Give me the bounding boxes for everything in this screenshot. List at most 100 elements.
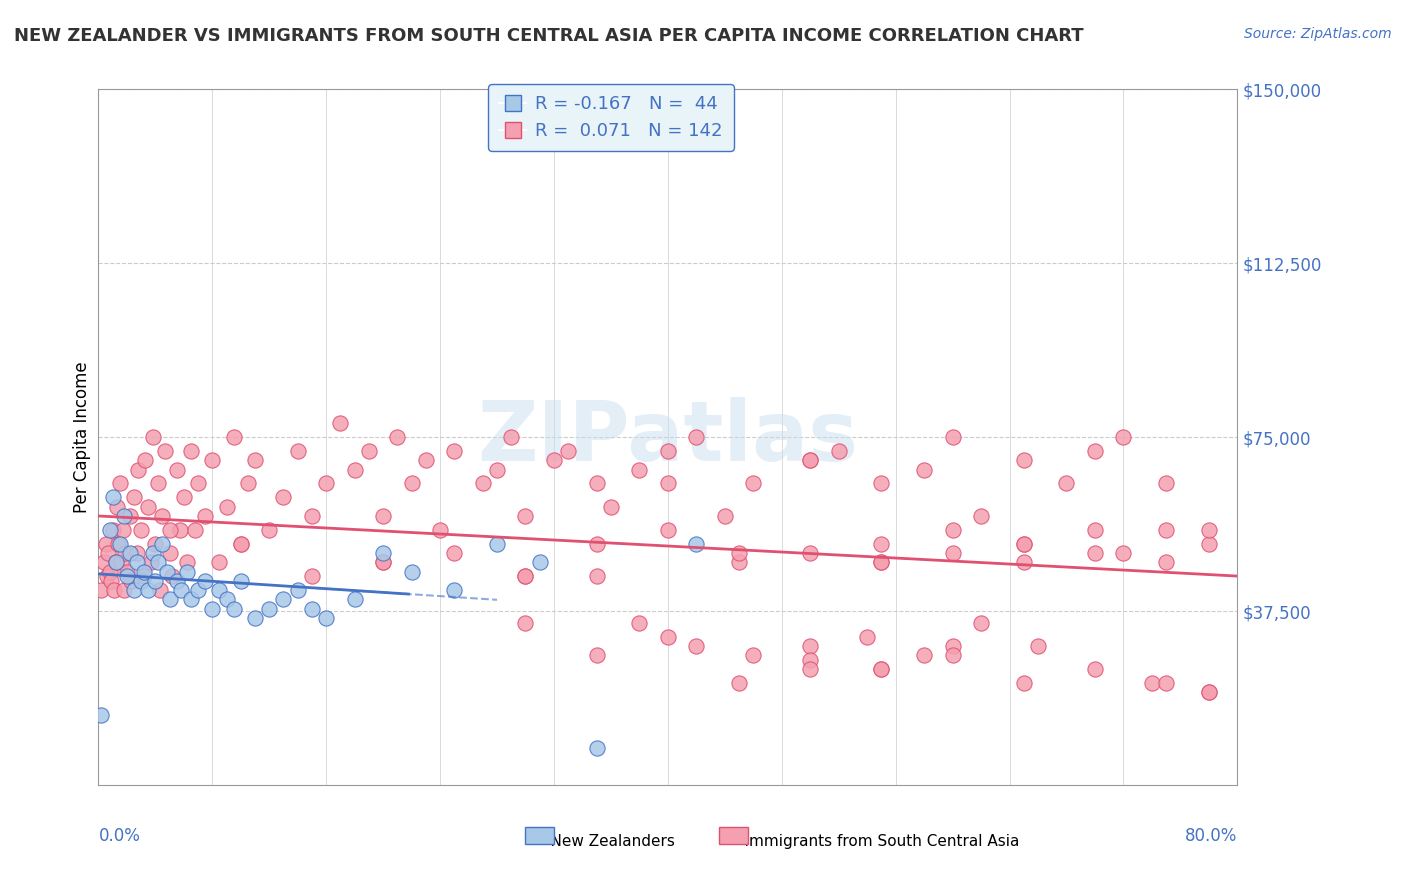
Point bbox=[799, 453, 821, 467]
Point bbox=[96, 569, 118, 583]
Point bbox=[1012, 676, 1035, 690]
Point bbox=[98, 523, 121, 537]
Point bbox=[1084, 546, 1107, 560]
Point bbox=[685, 639, 707, 653]
Point bbox=[112, 583, 135, 598]
Point bbox=[201, 453, 224, 467]
Point bbox=[229, 537, 252, 551]
Point bbox=[236, 476, 259, 491]
Point bbox=[229, 537, 252, 551]
Text: Immigrants from South Central Asia: Immigrants from South Central Asia bbox=[725, 834, 1019, 848]
Point bbox=[685, 430, 707, 444]
Point bbox=[373, 508, 395, 523]
Point bbox=[486, 537, 509, 551]
Point bbox=[301, 569, 323, 583]
Point bbox=[657, 630, 679, 644]
Point bbox=[628, 462, 651, 476]
Point bbox=[125, 555, 148, 569]
Point bbox=[1154, 476, 1177, 491]
Point bbox=[315, 611, 337, 625]
Point bbox=[169, 523, 191, 537]
Point bbox=[585, 476, 607, 491]
Point bbox=[108, 476, 131, 491]
Point bbox=[173, 491, 195, 505]
Point bbox=[129, 523, 152, 537]
Y-axis label: Per Capita Income: Per Capita Income bbox=[73, 361, 91, 513]
Point bbox=[170, 583, 193, 598]
Point bbox=[942, 546, 965, 560]
Point bbox=[799, 453, 821, 467]
Point bbox=[118, 546, 141, 560]
Point bbox=[343, 462, 366, 476]
Point bbox=[401, 565, 423, 579]
Point bbox=[273, 491, 295, 505]
Point bbox=[208, 555, 231, 569]
Point bbox=[1084, 444, 1107, 458]
Point bbox=[136, 500, 159, 514]
Point bbox=[870, 662, 893, 676]
FancyBboxPatch shape bbox=[526, 827, 554, 844]
Point bbox=[162, 569, 184, 583]
Point bbox=[728, 555, 751, 569]
Point bbox=[799, 653, 821, 667]
Point bbox=[515, 508, 537, 523]
Point bbox=[443, 444, 465, 458]
Point bbox=[132, 569, 155, 583]
Point bbox=[870, 662, 893, 676]
Point bbox=[122, 491, 145, 505]
Point bbox=[1198, 685, 1220, 699]
Point bbox=[100, 574, 122, 588]
Point bbox=[136, 583, 159, 598]
Point bbox=[471, 476, 494, 491]
Point bbox=[828, 444, 851, 458]
Point bbox=[628, 615, 651, 630]
Point bbox=[870, 555, 893, 569]
Point bbox=[501, 430, 523, 444]
Point bbox=[156, 565, 179, 579]
Point bbox=[194, 574, 217, 588]
Point bbox=[529, 555, 551, 569]
Point bbox=[127, 462, 149, 476]
Point bbox=[184, 523, 207, 537]
Point bbox=[585, 740, 607, 755]
Point bbox=[742, 648, 765, 662]
Text: Source: ZipAtlas.com: Source: ZipAtlas.com bbox=[1244, 27, 1392, 41]
Point bbox=[101, 491, 124, 505]
Point bbox=[870, 537, 893, 551]
Point bbox=[166, 462, 188, 476]
Point bbox=[129, 574, 152, 588]
Point bbox=[799, 546, 821, 560]
Point bbox=[159, 546, 181, 560]
Point bbox=[1154, 523, 1177, 537]
Point bbox=[1056, 476, 1078, 491]
Point bbox=[159, 523, 181, 537]
Point bbox=[942, 430, 965, 444]
Point bbox=[148, 476, 170, 491]
Point bbox=[208, 583, 231, 598]
Point bbox=[120, 574, 142, 588]
Point bbox=[742, 476, 765, 491]
Point bbox=[166, 574, 188, 588]
Point bbox=[912, 648, 935, 662]
Point bbox=[114, 546, 136, 560]
Point bbox=[870, 476, 893, 491]
Point bbox=[415, 453, 437, 467]
Point bbox=[97, 546, 120, 560]
Text: 0.0%: 0.0% bbox=[98, 827, 141, 845]
Point bbox=[942, 648, 965, 662]
Point bbox=[486, 462, 509, 476]
Point bbox=[159, 592, 181, 607]
Point bbox=[1026, 639, 1049, 653]
Point bbox=[112, 508, 135, 523]
Point bbox=[401, 476, 423, 491]
Point bbox=[1198, 685, 1220, 699]
Point bbox=[148, 555, 170, 569]
Point bbox=[145, 574, 167, 588]
Point bbox=[657, 444, 679, 458]
Point bbox=[657, 476, 679, 491]
Point bbox=[728, 546, 751, 560]
Point bbox=[115, 565, 138, 579]
Point bbox=[259, 523, 281, 537]
Point bbox=[585, 569, 607, 583]
Point bbox=[229, 574, 252, 588]
